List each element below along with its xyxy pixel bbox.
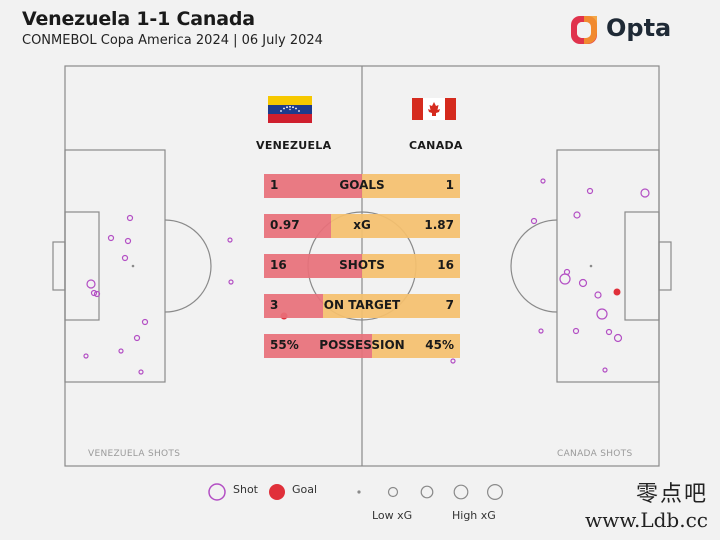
away-stat-value: 7 [445,298,454,312]
legend-xg-size-5 [487,484,504,501]
venezuela-flag [268,96,312,123]
away-stat-value: 1.87 [424,218,454,232]
page-title: Venezuela 1-1 Canada [22,8,255,30]
right-penalty-arc [510,219,558,313]
legend-xg-size-3 [420,485,434,499]
shot-marker [450,358,456,364]
stat-row: 55% POSSESSION 45% [264,334,460,358]
stat-row: 1 GOALS 1 [264,174,460,198]
stat-label: xG [353,218,371,232]
stat-label: SHOTS [339,258,385,272]
shot-marker [559,273,571,285]
shot-marker [605,328,613,336]
home-stat-value: 16 [270,258,287,272]
away-team-label: CANADA [409,139,463,152]
legend-xg-size-4 [453,484,469,500]
stat-label: ON TARGET [323,298,401,312]
shot-marker [124,237,132,245]
shot-marker [586,187,594,195]
watermark-line2: www.Ldb.cc [585,508,708,532]
shot-marker [540,178,546,184]
shot-marker [118,348,124,354]
home-stat-value: 3 [270,298,279,312]
shot-marker [141,318,149,326]
right-penalty-spot [589,264,593,268]
canada-flag [412,98,456,120]
home-stat-bar [264,294,323,318]
shot-marker [93,290,101,298]
legend-low-xg-label: Low xG [372,509,413,522]
away-stat-bar [362,174,460,198]
shot-marker [530,217,538,225]
home-stat-value: 55% [270,338,299,352]
away-shots-label: CANADA SHOTS [557,449,633,459]
match-subtitle: CONMEBOL Copa America 2024 | 06 July 202… [22,33,323,48]
shot-marker [602,367,608,373]
stat-label: GOALS [339,178,385,192]
shot-marker [90,289,98,297]
legend-xg-size-1 [357,490,361,494]
shot-marker [573,211,581,219]
away-stat-value: 1 [445,178,454,192]
away-stat-bar [331,214,460,238]
right-goal [658,241,672,291]
home-stat-value: 0.97 [270,218,300,232]
shot-marker [640,188,650,198]
opta-logo-text: Opta [606,14,672,42]
away-stat-value: 45% [425,338,454,352]
shot-marker [86,279,96,289]
legend-xg-size-2 [387,486,399,498]
shot-marker [121,254,129,262]
home-stat-bar [264,254,362,278]
home-stat-value: 1 [270,178,279,192]
shot-marker [126,214,134,222]
home-team-label: VENEZUELA [256,139,332,152]
shot-marker [83,353,89,359]
left-penalty-arc [164,219,212,313]
shot-marker [572,327,580,335]
away-stat-bar [323,294,460,318]
shot-marker [613,333,623,343]
stat-row: 16 SHOTS 16 [264,254,460,278]
shot-marker [228,279,234,285]
shot-marker [138,369,144,375]
away-stat-bar [362,254,460,278]
home-stat-bar [264,174,362,198]
stat-row: 3 ON TARGET 7 [264,294,460,318]
shot-marker [107,234,115,242]
home-stat-bar [264,334,372,358]
home-stat-bar [264,214,331,238]
legend-shot-icon [208,483,226,501]
legend-high-xg-label: High xG [452,509,496,522]
left-penalty-spot [131,264,135,268]
shot-marker [133,334,141,342]
shot-marker [227,237,233,243]
shot-marker [578,278,588,288]
home-shots-label: VENEZUELA SHOTS [88,449,181,459]
opta-logo: Opta [568,12,672,46]
legend-goal-icon [269,484,285,500]
stat-label: POSSESSION [319,338,405,352]
opta-logo-icon [571,16,597,44]
goal-marker [613,288,621,296]
watermark-line1: 零点吧 [635,482,708,507]
shot-marker [594,291,602,299]
shot-marker [538,328,544,334]
watermark: 零点吧 www.Ldb.cc [585,476,708,532]
legend-shot-label: Shot [233,483,258,496]
away-stat-bar [372,334,460,358]
legend-goal-label: Goal [292,483,318,496]
shot-marker [596,308,608,320]
away-stat-value: 16 [437,258,454,272]
left-goal [52,241,66,291]
stat-row: 0.97 xG 1.87 [264,214,460,238]
